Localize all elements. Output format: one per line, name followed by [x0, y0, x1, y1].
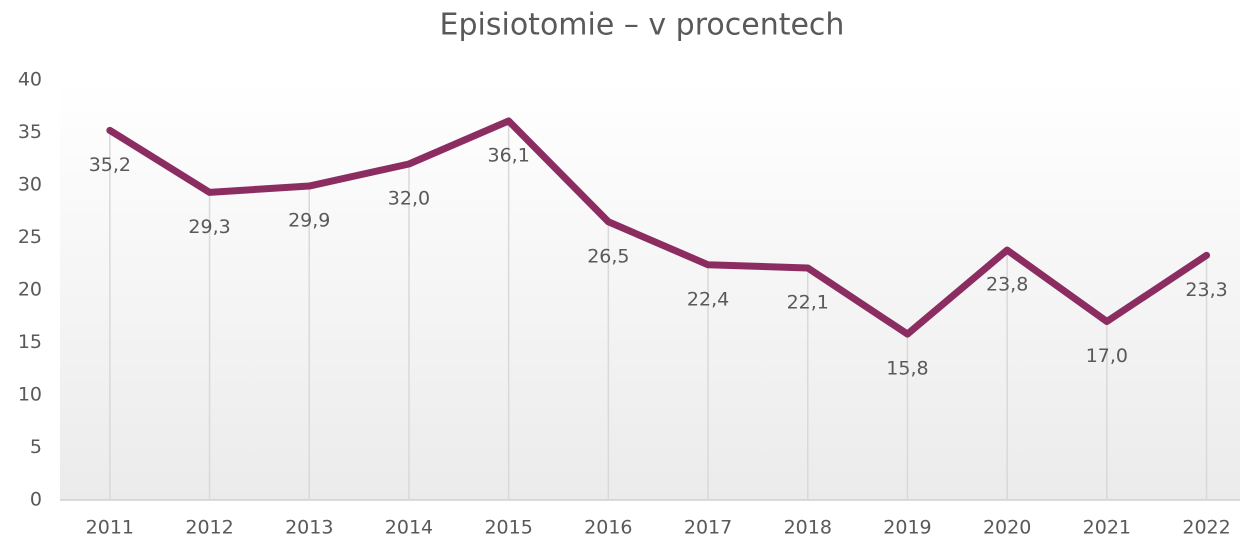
data-label: 17,0	[1086, 345, 1128, 367]
data-label: 29,3	[188, 216, 230, 238]
x-tick-label: 2012	[185, 517, 233, 539]
data-label: 22,4	[687, 288, 729, 310]
y-tick-label: 20	[18, 279, 42, 301]
data-line	[106, 117, 1211, 338]
x-tick-label: 2019	[883, 517, 931, 539]
data-label: 22,1	[787, 291, 829, 313]
x-tick-label: 2011	[86, 517, 134, 539]
y-tick-label: 5	[30, 436, 42, 458]
y-tick-label: 15	[18, 331, 42, 353]
y-tick-label: 10	[18, 384, 42, 406]
data-label: 26,5	[587, 245, 629, 267]
x-tick-label: 2020	[983, 517, 1031, 539]
plot-background	[60, 80, 1240, 500]
x-tick-label: 2015	[484, 517, 532, 539]
y-tick-label: 35	[18, 121, 42, 143]
data-label: 35,2	[89, 154, 131, 176]
data-label: 29,9	[288, 210, 330, 232]
y-tick-label: 0	[30, 489, 42, 511]
x-tick-label: 2014	[385, 517, 433, 539]
data-label: 23,3	[1185, 279, 1227, 301]
data-label: 36,1	[487, 144, 529, 166]
y-tick-label: 40	[18, 69, 42, 91]
x-tick-label: 2021	[1083, 517, 1131, 539]
data-label: 15,8	[886, 358, 928, 380]
chart-title: Episiotomie – v procentech	[440, 8, 845, 43]
y-tick-label: 25	[18, 226, 42, 248]
x-tick-label: 2016	[584, 517, 632, 539]
x-tick-label: 2018	[784, 517, 832, 539]
x-tick-label: 2022	[1182, 517, 1230, 539]
y-tick-label: 30	[18, 174, 42, 196]
x-tick-label: 2017	[684, 517, 732, 539]
data-label: 23,8	[986, 274, 1028, 296]
data-label: 32,0	[388, 188, 430, 210]
x-tick-label: 2013	[285, 517, 333, 539]
